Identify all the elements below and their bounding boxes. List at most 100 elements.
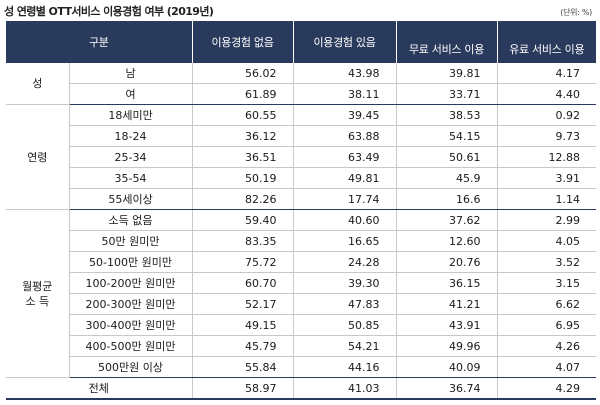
table-row: 300-400만 원미만 49.15 50.85 43.91 6.95 [6, 314, 597, 336]
cell-free-service: 38.53 [395, 104, 498, 126]
table-row: 50-100만 원미만 75.72 24.28 20.76 3.52 [6, 251, 597, 273]
group-age: 연령 [6, 104, 69, 210]
header-category: 구분 [6, 21, 193, 63]
ott-usage-table: 구분 이용경험 없음 이용경험 있음 무료 서비스 이용 유료 서비스 이용 성… [6, 21, 597, 400]
cell-paid-service: 6.62 [496, 293, 597, 315]
cell-free-service: 12.60 [395, 230, 498, 252]
cell-paid-service: 3.15 [496, 272, 597, 294]
cell-has-experience: 47.83 [292, 293, 397, 315]
cell-has-experience: 63.49 [292, 146, 397, 168]
cell-paid-service: 0.92 [496, 104, 597, 126]
row-label: 55세이상 [68, 188, 193, 210]
group-income-line1: 월평균 [22, 279, 53, 293]
row-label: 남 [68, 63, 193, 84]
row-label: 소득 없음 [68, 209, 193, 231]
cell-paid-service: 9.73 [496, 125, 597, 147]
table-row: 100-200만 원미만 60.70 39.30 36.15 3.15 [6, 272, 597, 294]
group-income: 월평균 소 득 [6, 209, 69, 378]
row-label: 50만 원미만 [68, 230, 193, 252]
cell-has-experience: 44.16 [292, 356, 397, 378]
table-row: 35-54 50.19 49.81 45.9 3.91 [6, 167, 597, 189]
cell-no-experience: 60.55 [191, 104, 294, 126]
cell-free-service: 36.74 [395, 377, 498, 400]
cell-no-experience: 49.15 [191, 314, 294, 336]
cell-no-experience: 61.89 [191, 83, 294, 105]
table-row: 50만 원미만 83.35 16.65 12.60 4.05 [6, 230, 597, 252]
row-label: 300-400만 원미만 [68, 314, 193, 336]
header-no-experience: 이용경험 없음 [191, 21, 294, 63]
header-paid-service: 유료 서비스 이용 [496, 21, 597, 63]
cell-paid-service: 12.88 [496, 146, 597, 168]
table-row: 연령 18세미만 60.55 39.45 38.53 0.92 [6, 104, 597, 210]
cell-free-service: 39.81 [395, 63, 498, 84]
cell-paid-service: 4.17 [496, 63, 597, 84]
cell-free-service: 40.09 [395, 356, 498, 378]
cell-free-service: 50.61 [395, 146, 498, 168]
table-row: 500만원 이상 55.84 44.16 40.09 4.07 [6, 356, 597, 378]
table-title: 성 연령별 OTT서비스 이용경험 여부 (2019년) [4, 5, 214, 18]
cell-free-service: 33.71 [395, 83, 498, 105]
header-has-experience: 이용경험 있음 [292, 21, 397, 63]
cell-has-experience: 50.85 [292, 314, 397, 336]
row-label: 18-24 [68, 125, 193, 147]
cell-has-experience: 49.81 [292, 167, 397, 189]
cell-no-experience: 75.72 [191, 251, 294, 273]
table-row-total: 전체 58.97 41.03 36.74 4.29 [6, 377, 597, 400]
cell-no-experience: 50.19 [191, 167, 294, 189]
cell-no-experience: 56.02 [191, 63, 294, 84]
table-row: 25-34 36.51 63.49 50.61 12.88 [6, 146, 597, 168]
cell-has-experience: 38.11 [292, 83, 397, 105]
cell-paid-service: 3.52 [496, 251, 597, 273]
cell-has-experience: 16.65 [292, 230, 397, 252]
cell-no-experience: 36.12 [191, 125, 294, 147]
row-label: 50-100만 원미만 [68, 251, 193, 273]
row-label: 400-500만 원미만 [68, 335, 193, 357]
cell-paid-service: 3.91 [496, 167, 597, 189]
cell-no-experience: 60.70 [191, 272, 294, 294]
row-label: 500만원 이상 [68, 356, 193, 378]
row-label: 여 [68, 83, 193, 105]
cell-no-experience: 52.17 [191, 293, 294, 315]
cell-no-experience: 55.84 [191, 356, 294, 378]
unit-note: (단위: %) [560, 8, 592, 17]
table-row: 200-300만 원미만 52.17 47.83 41.21 6.62 [6, 293, 597, 315]
total-label: 전체 [6, 377, 193, 400]
cell-free-service: 43.91 [395, 314, 498, 336]
cell-no-experience: 36.51 [191, 146, 294, 168]
cell-paid-service: 6.95 [496, 314, 597, 336]
table-row: 성 남 56.02 43.98 39.81 4.17 [6, 63, 597, 105]
row-label: 18세미만 [68, 104, 193, 126]
cell-paid-service: 4.26 [496, 335, 597, 357]
cell-free-service: 49.96 [395, 335, 498, 357]
cell-free-service: 45.9 [395, 167, 498, 189]
cell-paid-service: 4.05 [496, 230, 597, 252]
cell-free-service: 41.21 [395, 293, 498, 315]
table-row: 55세이상 82.26 17.74 16.6 1.14 [6, 188, 597, 210]
cell-paid-service: 2.99 [496, 209, 597, 231]
table-row: 18-24 36.12 63.88 54.15 9.73 [6, 125, 597, 147]
row-label: 25-34 [68, 146, 193, 168]
row-label: 200-300만 원미만 [68, 293, 193, 315]
cell-free-service: 20.76 [395, 251, 498, 273]
group-sex: 성 [6, 63, 69, 105]
cell-has-experience: 40.60 [292, 209, 397, 231]
row-label: 35-54 [68, 167, 193, 189]
cell-paid-service: 1.14 [496, 188, 597, 210]
cell-no-experience: 82.26 [191, 188, 294, 210]
group-income-line2: 소 득 [25, 294, 50, 308]
cell-has-experience: 24.28 [292, 251, 397, 273]
header-free-service: 무료 서비스 이용 [395, 21, 498, 63]
cell-has-experience: 63.88 [292, 125, 397, 147]
cell-no-experience: 59.40 [191, 209, 294, 231]
cell-has-experience: 54.21 [292, 335, 397, 357]
cell-no-experience: 83.35 [191, 230, 294, 252]
cell-free-service: 36.15 [395, 272, 498, 294]
cell-no-experience: 58.97 [191, 377, 294, 400]
cell-no-experience: 45.79 [191, 335, 294, 357]
table-row: 400-500만 원미만 45.79 54.21 49.96 4.26 [6, 335, 597, 357]
cell-free-service: 16.6 [395, 188, 498, 210]
cell-has-experience: 39.30 [292, 272, 397, 294]
cell-paid-service: 4.29 [496, 377, 597, 400]
cell-has-experience: 43.98 [292, 63, 397, 84]
cell-free-service: 37.62 [395, 209, 498, 231]
